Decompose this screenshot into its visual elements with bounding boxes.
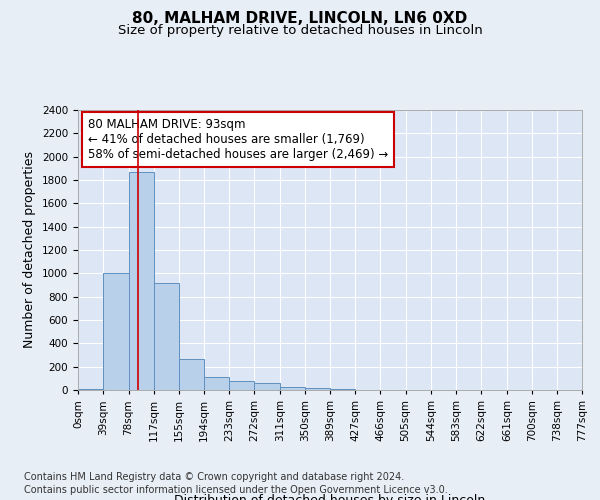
Bar bbox=[128, 172, 154, 390]
Text: 80 MALHAM DRIVE: 93sqm
← 41% of detached houses are smaller (1,769)
58% of semi-: 80 MALHAM DRIVE: 93sqm ← 41% of detached… bbox=[88, 118, 388, 162]
Y-axis label: Number of detached properties: Number of detached properties bbox=[23, 152, 37, 348]
Bar bbox=[78, 389, 103, 390]
Bar bbox=[229, 380, 254, 390]
X-axis label: Distribution of detached houses by size in Lincoln: Distribution of detached houses by size … bbox=[175, 494, 485, 500]
Bar bbox=[280, 386, 305, 390]
Bar bbox=[179, 358, 204, 390]
Bar bbox=[204, 377, 229, 390]
Text: Contains public sector information licensed under the Open Government Licence v3: Contains public sector information licen… bbox=[24, 485, 448, 495]
Bar bbox=[254, 383, 280, 390]
Bar bbox=[154, 282, 179, 390]
Text: Size of property relative to detached houses in Lincoln: Size of property relative to detached ho… bbox=[118, 24, 482, 37]
Text: Contains HM Land Registry data © Crown copyright and database right 2024.: Contains HM Land Registry data © Crown c… bbox=[24, 472, 404, 482]
Text: 80, MALHAM DRIVE, LINCOLN, LN6 0XD: 80, MALHAM DRIVE, LINCOLN, LN6 0XD bbox=[133, 11, 467, 26]
Bar bbox=[305, 388, 331, 390]
Bar bbox=[103, 274, 128, 390]
